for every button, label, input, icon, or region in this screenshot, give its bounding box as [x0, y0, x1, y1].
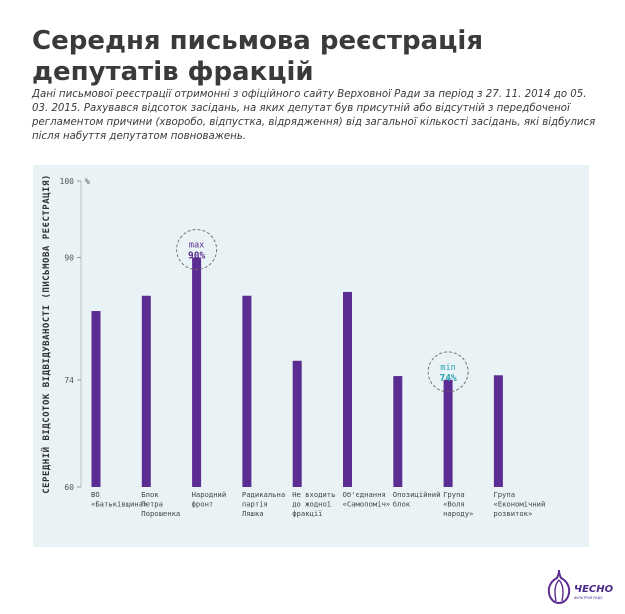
bar — [393, 376, 403, 487]
y-tick-label: 100 — [60, 177, 75, 186]
max-annotation-label: max — [189, 241, 204, 251]
category-label: Об'єднання «Самопоміч» — [343, 490, 391, 509]
y-tick-label: 90 — [64, 254, 74, 263]
category-label-line: фронт — [192, 500, 214, 509]
category-label-line: народу» — [443, 509, 473, 518]
bar — [343, 291, 352, 487]
category-label: Не входить до жодної фракції — [292, 490, 335, 518]
category-label: Радикальна партія Ляшка — [242, 490, 285, 518]
chart-description: Дані письмової реєстрації отримонні з оф… — [32, 89, 596, 142]
category-label-line: ВО — [91, 490, 100, 499]
logo-name: ЧЕСНО — [574, 584, 614, 595]
y-tick-label: 74 — [64, 376, 74, 385]
y-unit-label: % — [85, 177, 90, 186]
category-label-line: розвиток» — [493, 509, 532, 518]
category-label-line: «Економічний — [493, 500, 545, 509]
chart-panel: 100 90 74 60% СЕРЕДНІЙ ВІДСОТОК ВІДВІДУВАНОС… — [33, 165, 589, 547]
category-label-line: блок — [393, 500, 411, 509]
category-label: Група «Економічний розвиток» — [493, 490, 545, 518]
bar-chart: 100 90 74 60% СЕРЕДНІЙ ВІДСОТОК ВІДВІДУВАНОС… — [40, 174, 545, 518]
category-label-line: Блок — [141, 490, 159, 499]
min-annotation-circle — [427, 351, 469, 393]
title-line-1: Середня письмова реєстрація — [32, 26, 484, 56]
page-title: Середня письмова реєстрація депутатів фр… — [32, 26, 612, 88]
category-label-line: Опозиційний — [393, 490, 441, 499]
title-line-2: депутатів фракцій — [32, 57, 314, 87]
logo-tagline: ФІЛЬТРУЙ РАДУ — [574, 596, 603, 600]
chesno-logo: ЧЕСНО ФІЛЬТРУЙ РАДУ — [544, 566, 624, 610]
category-label-line: Група — [443, 490, 465, 499]
category-label: Блок Петра Порошенка — [141, 490, 180, 518]
max-annotation-value: 90% — [188, 251, 205, 262]
category-label-line: Об'єднання — [343, 490, 386, 499]
category-label: Народний фронт — [192, 490, 227, 509]
bar — [443, 379, 453, 487]
category-label: ВО «Батьківщина» — [91, 490, 147, 509]
y-tick-label: 60 — [64, 483, 74, 492]
bar — [242, 295, 252, 487]
category-label-line: «Воля — [443, 500, 465, 509]
bar — [141, 295, 151, 487]
bar — [493, 375, 503, 487]
category-label-line: фракції — [292, 509, 322, 518]
category-label-line: Народний — [192, 490, 227, 499]
garlic-icon — [547, 569, 571, 605]
category-label: Група «Воля народу» — [443, 490, 473, 518]
min-annotation-label: min — [440, 363, 455, 373]
category-label-line: Група — [493, 490, 515, 499]
bar — [192, 257, 202, 487]
category-label-line: Петра — [141, 500, 163, 509]
category-label-line: партія — [242, 500, 268, 509]
min-annotation-value: 74% — [440, 373, 457, 384]
category-label-line: «Самопоміч» — [343, 500, 391, 509]
category-label-line: Не входить — [292, 490, 335, 499]
y-axis-title: СЕРЕДНІЙ ВІДСОТОК ВІДВІДУВАНОСТІ (ПИСЬМО… — [40, 174, 52, 494]
category-label-line: Порошенка — [141, 509, 180, 518]
category-label-line: Ляшка — [242, 509, 264, 518]
category-label-line: до жодної — [292, 500, 331, 509]
category-label-line: «Батьківщина» — [91, 500, 147, 509]
category-label-line: Радикальна — [242, 490, 285, 499]
category-label: Опозиційний блок — [393, 490, 441, 509]
bar — [91, 311, 101, 487]
max-annotation-circle — [176, 229, 218, 270]
bar — [292, 360, 302, 487]
